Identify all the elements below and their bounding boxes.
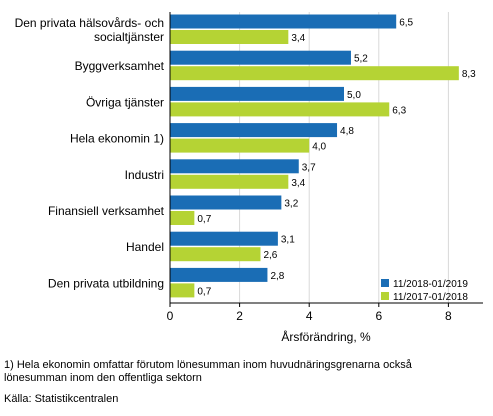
data-label-s2-3: 4,0 [312, 142, 326, 153]
legend-label-0: 11/2018-01/2019 [393, 279, 468, 290]
x-tick-label-2: 4 [306, 309, 313, 323]
x-axis-title: Årsförändring, % [281, 329, 371, 344]
footnote-line-1: 1) Hela ekonomin omfattar förutom lönesu… [4, 359, 412, 371]
bar-s1-6 [170, 231, 278, 246]
data-label-s2-4: 3,4 [291, 178, 305, 189]
footnote: 1) Hela ekonomin omfattar förutom lönesu… [4, 359, 490, 385]
data-label-s1-2: 5,0 [347, 90, 361, 101]
data-label-s2-0: 3,4 [291, 33, 305, 44]
bar-s1-7 [170, 267, 268, 282]
category-label-5-0: Finansiell verksamhet [48, 204, 165, 218]
bar-s2-2 [170, 102, 390, 117]
data-label-s1-7: 2,8 [270, 271, 284, 282]
data-label-s2-6: 2,6 [263, 250, 277, 261]
bar-s1-0 [170, 14, 397, 29]
bar-s1-3 [170, 123, 338, 138]
bar-s1-4 [170, 159, 299, 174]
footnote-line-2: lönesumman inom den offentliga sektorn [4, 372, 202, 384]
category-label-0-1: socialtjänster [94, 30, 164, 44]
category-label-1-0: Byggverksamhet [75, 59, 165, 73]
source-note: Källa: Statistikcentralen [4, 393, 119, 405]
data-label-s2-5: 0,7 [197, 214, 211, 225]
x-tick-label-1: 2 [236, 309, 243, 323]
category-label-0-0: Den privata hälsovårds- och [15, 16, 164, 30]
data-label-s1-4: 3,7 [302, 162, 316, 173]
data-label-s2-2: 6,3 [392, 105, 406, 116]
bar-s2-4 [170, 174, 289, 189]
bar-s1-2 [170, 86, 344, 101]
bar-s1-5 [170, 195, 282, 210]
bar-chart: 6,5 3,4 Den privata hälsovårds- ochsocialt… [15, 12, 483, 344]
x-tick-label-0: 0 [167, 309, 174, 323]
data-label-s2-7: 0,7 [197, 286, 211, 297]
legend-label-1: 11/2017-01/2018 [393, 292, 468, 303]
x-tick-label-3: 6 [375, 309, 382, 323]
data-label-s1-0: 6,5 [399, 18, 413, 29]
category-label-3-0: Hela ekonomin 1) [70, 132, 164, 146]
category-label-6-0: Handel [126, 240, 164, 254]
category-label-4-0: Industri [125, 168, 164, 182]
bar-s2-0 [170, 30, 289, 44]
bar-s2-7 [170, 283, 195, 298]
category-label-7-0: Den privata utbildning [48, 276, 164, 290]
bar-s1-1 [170, 50, 351, 65]
legend-swatch-0 [381, 279, 389, 287]
bar-s2-1 [170, 66, 459, 81]
legend-swatch-1 [381, 292, 389, 300]
bar-s2-6 [170, 247, 261, 262]
data-label-s1-6: 3,1 [281, 235, 295, 246]
data-label-s1-5: 3,2 [284, 199, 298, 210]
x-tick-label-4: 8 [445, 309, 452, 323]
data-label-s2-1: 8,3 [462, 69, 476, 80]
category-label-2-0: Övriga tjänster [86, 95, 164, 109]
data-label-s1-3: 4,8 [340, 126, 354, 137]
bar-s2-3 [170, 138, 310, 153]
data-label-s1-1: 5,2 [354, 54, 368, 65]
bar-s2-5 [170, 211, 195, 225]
